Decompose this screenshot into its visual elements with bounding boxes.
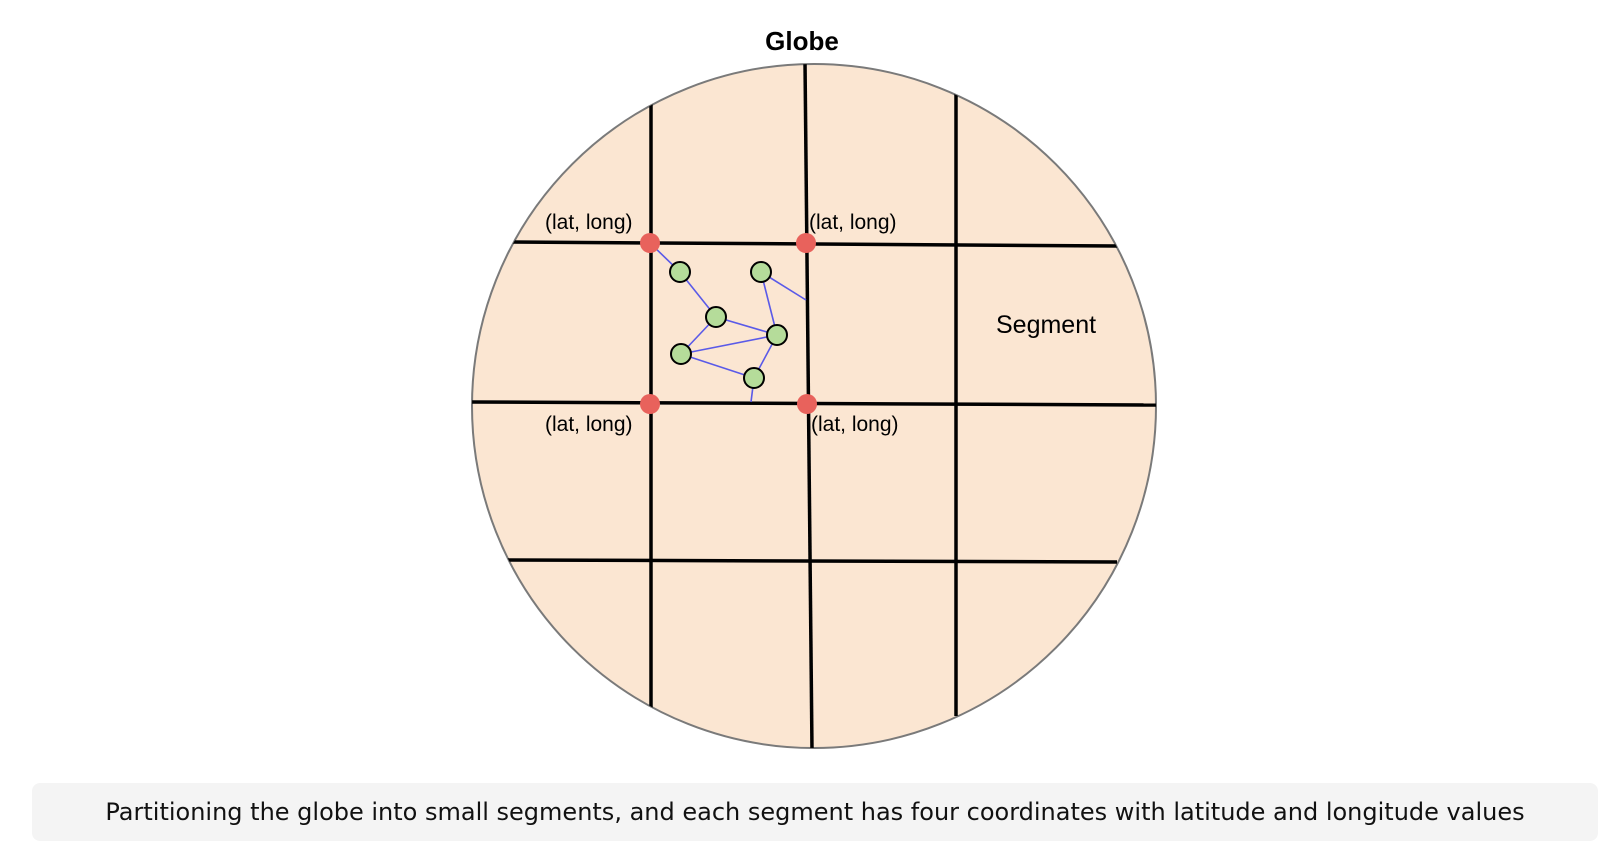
connection-line <box>680 353 755 379</box>
globe-diagram: Globe (lat, l <box>471 26 1157 749</box>
corner-point-bottom-right <box>797 394 817 414</box>
inner-points <box>669 261 788 389</box>
caption-box: Partitioning the globe into small segmen… <box>32 783 1598 841</box>
connection-line <box>680 334 778 355</box>
corner-point-top-right <box>796 233 816 253</box>
caption-text: Partitioning the globe into small segmen… <box>105 798 1525 826</box>
inner-point <box>743 367 765 389</box>
inner-point <box>670 343 692 365</box>
corner-point-top-left <box>640 233 660 253</box>
inner-point <box>750 261 772 283</box>
grid-line-horizontal-3 <box>506 558 1118 564</box>
inner-point <box>766 324 788 346</box>
corner-points <box>640 233 817 414</box>
corner-point-bottom-left <box>640 394 660 414</box>
corner-label-bottom-right: (lat, long) <box>811 413 899 436</box>
corner-label-top-right: (lat, long) <box>809 211 897 234</box>
inner-point <box>669 261 691 283</box>
corner-label-top-left: (lat, long) <box>545 211 633 234</box>
corner-label-bottom-left: (lat, long) <box>545 413 633 436</box>
inner-point <box>705 306 727 328</box>
diagram-title: Globe <box>765 26 839 56</box>
segment-label: Segment <box>996 311 1096 339</box>
